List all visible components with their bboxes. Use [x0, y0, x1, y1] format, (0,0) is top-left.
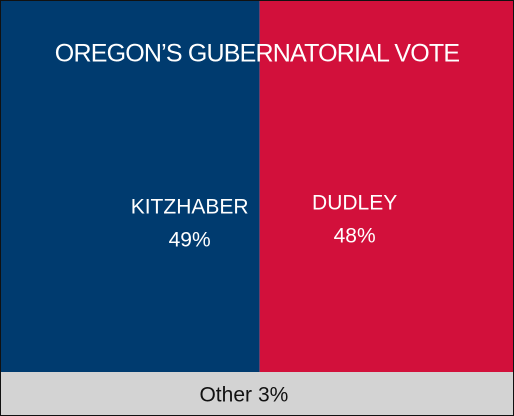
- category-label: KITZHABER: [131, 196, 249, 219]
- area: [0, 0, 260, 372]
- category-label: DUDLEY: [312, 192, 397, 215]
- value-label: 49%: [169, 229, 211, 252]
- chart-title: OREGON’S GUBERNATORIAL VOTE: [55, 40, 460, 68]
- area: [259, 0, 514, 372]
- area: [0, 372, 514, 416]
- value-label: 3%: [258, 384, 288, 407]
- value-label: 48%: [334, 225, 376, 248]
- category-label: Other: [199, 384, 252, 407]
